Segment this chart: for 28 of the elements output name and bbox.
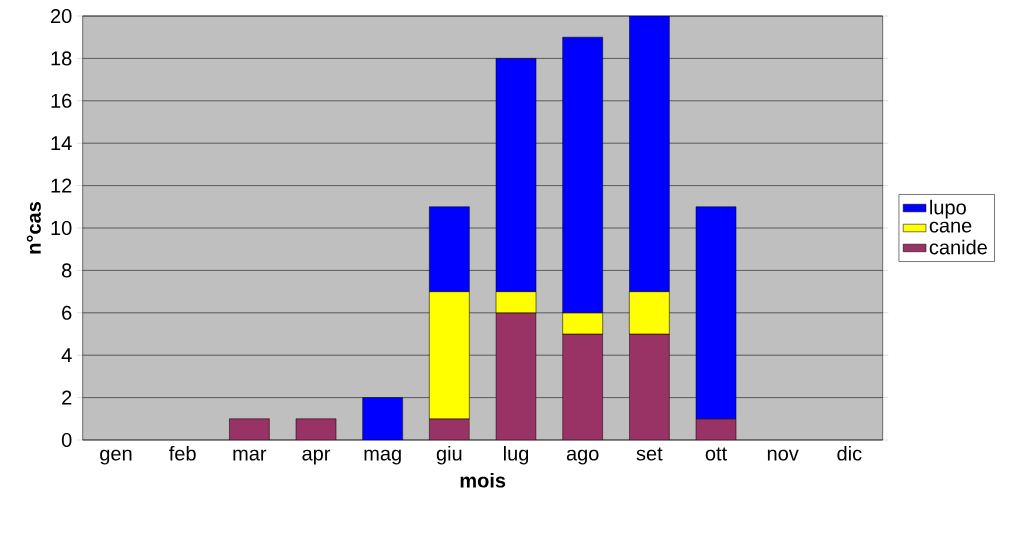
legend-label: canide <box>929 239 987 255</box>
x-tick-label: feb <box>169 445 196 461</box>
legend-label: cane <box>929 221 972 233</box>
x-tick-label: ago <box>566 449 599 465</box>
y-tick-label: 20 <box>51 8 72 24</box>
x-tick-label: dic <box>837 445 862 461</box>
y-tick-label: 10 <box>51 220 72 236</box>
y-tick-label: 2 <box>62 390 72 405</box>
x-tick-label: ott <box>705 447 727 461</box>
x-tick-label: mag <box>364 449 401 465</box>
y-tick-label: 12 <box>51 178 72 193</box>
x-tick-label: apr <box>302 449 331 465</box>
y-tick-label: 4 <box>61 348 72 363</box>
y-tick-label: 16 <box>51 93 72 108</box>
x-tick-label: set <box>636 447 663 461</box>
x-tick-label: mar <box>233 449 267 461</box>
y-axis-title: n°cas <box>26 202 41 254</box>
x-tick-label: gen <box>100 449 132 465</box>
x-tick-label: lug <box>504 445 529 465</box>
y-tick-label: 6 <box>62 305 72 320</box>
y-tick-label: 8 <box>62 263 72 278</box>
x-axis-title: mois <box>460 472 506 488</box>
x-tick-label: nov <box>767 449 799 461</box>
y-tick-label: 18 <box>51 51 72 66</box>
y-tick-label: 0 <box>61 432 72 448</box>
legend-label: lupo <box>930 199 966 219</box>
x-tick-label: giu <box>436 445 462 465</box>
y-tick-label: 14 <box>51 136 72 151</box>
